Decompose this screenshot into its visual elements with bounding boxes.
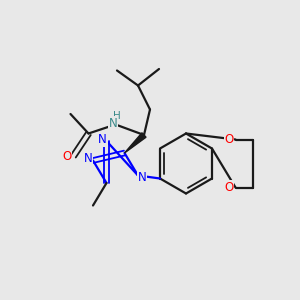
Text: N: N	[109, 116, 118, 130]
Text: O: O	[224, 133, 233, 146]
Text: H: H	[113, 111, 121, 121]
Text: N: N	[98, 133, 107, 146]
Text: O: O	[224, 181, 233, 194]
Text: O: O	[62, 149, 71, 163]
Polygon shape	[124, 133, 146, 153]
Text: N: N	[84, 152, 93, 166]
Text: N: N	[137, 171, 146, 184]
